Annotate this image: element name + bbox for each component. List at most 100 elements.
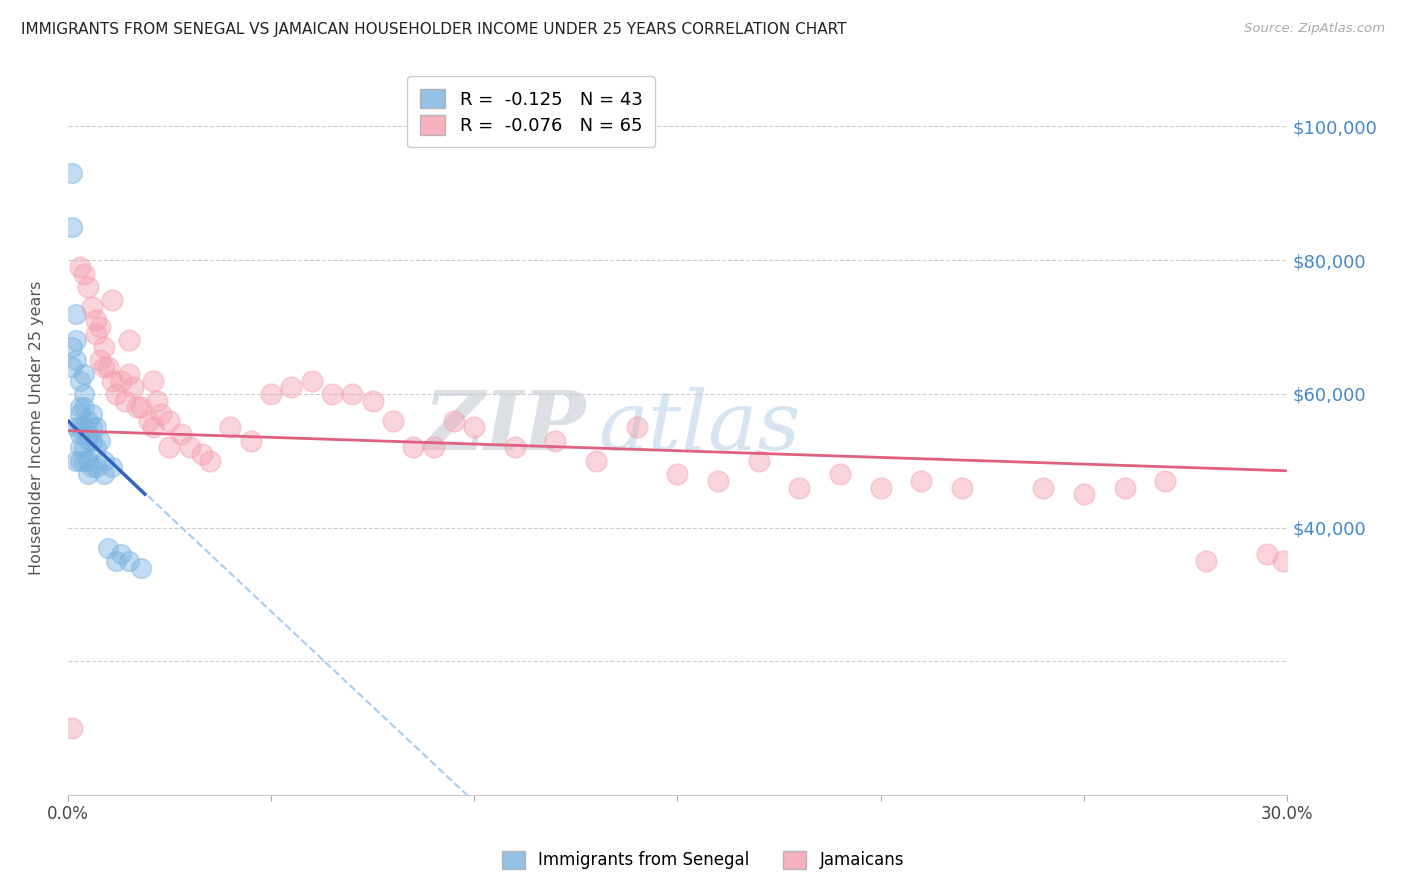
Point (73, 267, 96, 281)
Point (121, 380, 143, 394)
Text: atlas: atlas (598, 387, 800, 467)
Point (117, 367, 139, 381)
Point (157, 441, 180, 455)
Point (84, 441, 107, 455)
Point (93, 454, 115, 468)
Point (60, 219, 83, 234)
Point (463, 420, 485, 434)
Point (301, 374, 323, 388)
Point (93, 360, 115, 375)
Point (321, 387, 343, 401)
Point (129, 401, 152, 415)
Point (69, 407, 91, 421)
Point (142, 420, 165, 434)
Point (402, 441, 425, 455)
Point (146, 393, 169, 408)
Point (150, 407, 173, 421)
Point (77, 454, 100, 468)
Legend: Immigrants from Senegal, Jamaicans: Immigrants from Senegal, Jamaicans (492, 840, 914, 880)
Point (77, 280, 100, 294)
Point (73, 401, 96, 415)
Point (80, 434, 103, 448)
Point (280, 380, 302, 394)
Point (89, 434, 111, 448)
Point (77, 414, 100, 428)
Point (69, 427, 91, 442)
Point (77, 467, 100, 482)
Point (84, 420, 107, 434)
Point (179, 441, 201, 455)
Point (789, 481, 811, 495)
Point (910, 474, 932, 488)
Point (1195, 554, 1218, 568)
Point (60, 166, 83, 180)
Point (73, 420, 96, 434)
Point (65, 307, 87, 321)
Text: IMMIGRANTS FROM SENEGAL VS JAMAICAN HOUSEHOLDER INCOME UNDER 25 YEARS CORRELATIO: IMMIGRANTS FROM SENEGAL VS JAMAICAN HOUS… (21, 22, 846, 37)
Point (157, 414, 180, 428)
Legend: R =  -0.125   N = 43, R =  -0.076   N = 65: R = -0.125 N = 43, R = -0.076 N = 65 (408, 76, 655, 147)
Point (110, 547, 132, 561)
Point (443, 414, 465, 428)
Point (60, 721, 83, 735)
Point (129, 560, 152, 574)
Point (77, 427, 100, 442)
Point (69, 374, 91, 388)
Point (89, 353, 111, 368)
Point (69, 454, 91, 468)
Point (60, 360, 83, 375)
Point (198, 454, 221, 468)
Point (69, 420, 91, 434)
Point (142, 374, 165, 388)
Point (110, 374, 132, 388)
Point (239, 434, 262, 448)
Text: Source: ZipAtlas.com: Source: ZipAtlas.com (1244, 22, 1385, 36)
Text: ZIP: ZIP (423, 387, 586, 467)
Point (101, 460, 124, 475)
Point (101, 374, 124, 388)
Point (585, 454, 607, 468)
Point (77, 434, 100, 448)
Point (170, 427, 193, 442)
Point (97, 360, 120, 375)
Point (1256, 547, 1278, 561)
Point (65, 454, 87, 468)
Point (73, 387, 96, 401)
Point (60, 340, 83, 354)
Y-axis label: Householder Income Under 25 years: Householder Income Under 25 years (30, 280, 44, 574)
Point (65, 353, 87, 368)
Point (1272, 554, 1295, 568)
Point (1114, 481, 1136, 495)
Point (544, 434, 567, 448)
Point (219, 420, 242, 434)
Point (93, 467, 115, 482)
Point (626, 420, 648, 434)
Point (65, 334, 87, 348)
Point (1154, 474, 1177, 488)
Point (503, 441, 526, 455)
Point (89, 320, 111, 334)
Point (138, 414, 160, 428)
Point (869, 481, 891, 495)
Point (422, 441, 444, 455)
Point (69, 441, 91, 455)
Point (84, 326, 107, 341)
Point (80, 407, 103, 421)
Point (73, 441, 96, 455)
Point (342, 387, 364, 401)
Point (65, 420, 87, 434)
Point (114, 393, 136, 408)
Point (117, 554, 139, 568)
Point (748, 454, 770, 468)
Point (1032, 481, 1054, 495)
Point (80, 460, 103, 475)
Point (84, 460, 107, 475)
Point (105, 554, 128, 568)
Point (666, 467, 689, 482)
Point (93, 340, 115, 354)
Point (69, 260, 91, 274)
Point (191, 447, 214, 461)
Point (105, 387, 128, 401)
Point (80, 300, 103, 314)
Point (361, 393, 384, 408)
